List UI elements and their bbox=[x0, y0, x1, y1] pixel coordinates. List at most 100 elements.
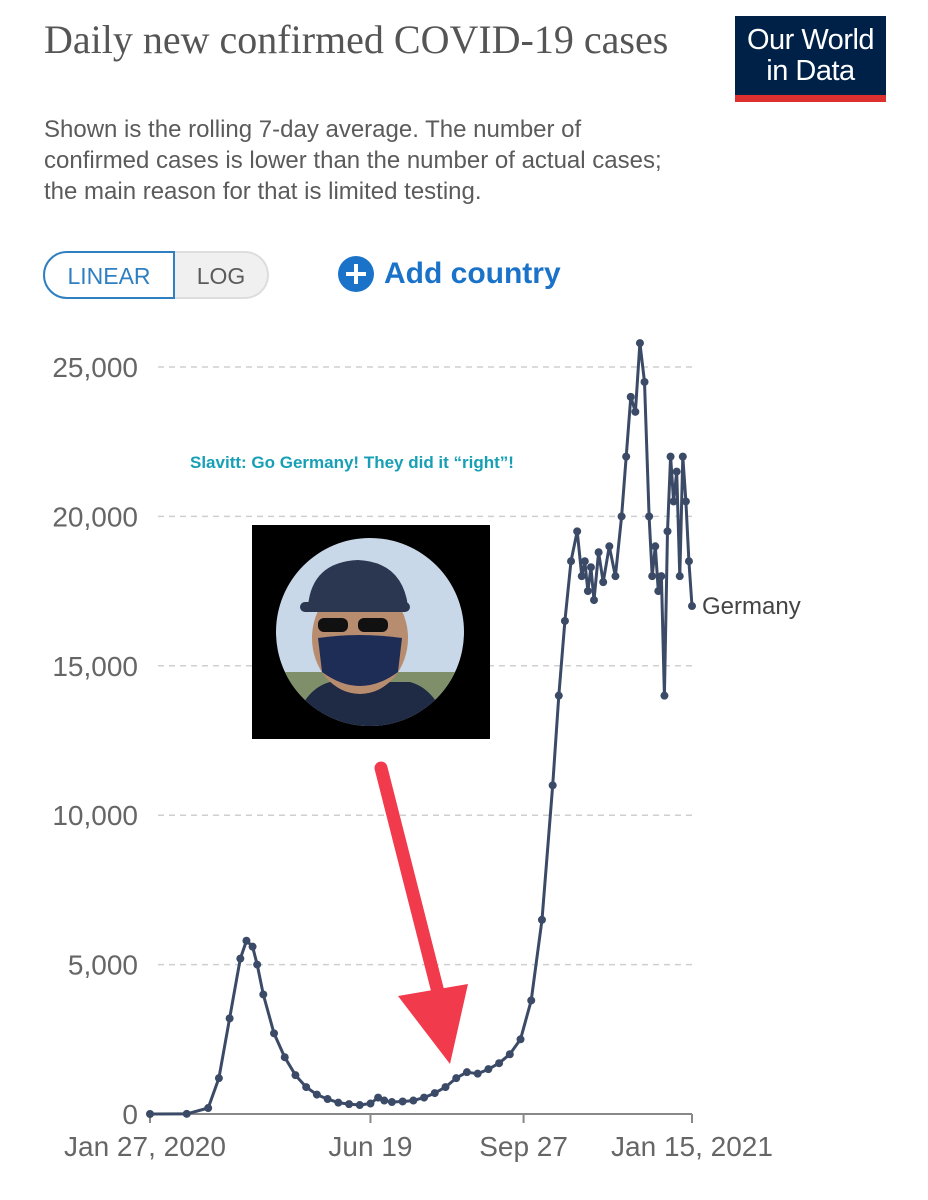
data-point[interactable] bbox=[430, 1089, 439, 1098]
log-scale-button[interactable]: LOG bbox=[175, 251, 269, 299]
data-point[interactable] bbox=[663, 527, 672, 536]
data-point[interactable] bbox=[617, 512, 626, 521]
data-point[interactable] bbox=[688, 602, 696, 611]
data-point[interactable] bbox=[666, 452, 675, 461]
y-tick-label: 25,000 bbox=[52, 352, 138, 383]
data-point[interactable] bbox=[355, 1101, 364, 1110]
data-point[interactable] bbox=[527, 996, 536, 1005]
data-point[interactable] bbox=[611, 572, 620, 581]
data-point[interactable] bbox=[672, 467, 681, 476]
data-point[interactable] bbox=[626, 392, 635, 401]
data-point[interactable] bbox=[484, 1065, 493, 1074]
data-point[interactable] bbox=[398, 1097, 407, 1106]
data-point[interactable] bbox=[495, 1059, 504, 1068]
data-point[interactable] bbox=[225, 1014, 234, 1023]
data-point[interactable] bbox=[516, 1035, 525, 1044]
data-point[interactable] bbox=[182, 1109, 191, 1118]
linear-scale-button[interactable]: LINEAR bbox=[43, 251, 175, 299]
data-point[interactable] bbox=[420, 1093, 429, 1102]
data-point[interactable] bbox=[657, 572, 666, 581]
data-point[interactable] bbox=[280, 1053, 289, 1062]
data-point[interactable] bbox=[640, 377, 649, 386]
data-point[interactable] bbox=[554, 691, 563, 700]
data-point[interactable] bbox=[675, 572, 684, 581]
data-point[interactable] bbox=[387, 1098, 396, 1107]
data-point[interactable] bbox=[214, 1074, 223, 1083]
line-chart: 0 5,000 10,000 15,000 20,000 25,000 Jan 27, 2… bbox=[52, 339, 801, 1162]
data-point[interactable] bbox=[635, 339, 644, 348]
data-point[interactable] bbox=[684, 557, 693, 566]
add-country-button[interactable]: Add country bbox=[338, 254, 561, 294]
annotation-text: Slavitt: Go Germany! They did it “right”… bbox=[190, 453, 514, 472]
y-tick-label: 0 bbox=[122, 1099, 138, 1130]
data-point[interactable] bbox=[323, 1095, 332, 1104]
data-point[interactable] bbox=[681, 497, 690, 506]
chart-title: Daily new confirmed COVID-19 cases bbox=[44, 17, 669, 62]
data-point[interactable] bbox=[253, 960, 262, 969]
logo-line-1: Our World bbox=[746, 24, 875, 56]
data-point[interactable] bbox=[204, 1104, 213, 1113]
x-tick-label: Jan 15, 2021 bbox=[611, 1131, 773, 1162]
annotation: Slavitt: Go Germany! They did it “right”… bbox=[190, 453, 514, 1064]
x-tick-label: Jun 19 bbox=[328, 1131, 412, 1162]
data-point[interactable] bbox=[248, 942, 257, 951]
data-point[interactable] bbox=[452, 1074, 461, 1083]
data-point[interactable] bbox=[409, 1096, 418, 1105]
data-point[interactable] bbox=[374, 1093, 383, 1102]
down-arrow-icon bbox=[374, 761, 468, 1064]
data-point[interactable] bbox=[599, 578, 608, 587]
data-point[interactable] bbox=[462, 1068, 471, 1077]
data-point[interactable] bbox=[678, 452, 687, 461]
y-tick-label: 15,000 bbox=[52, 651, 138, 682]
data-point[interactable] bbox=[586, 563, 595, 572]
y-axis: 0 5,000 10,000 15,000 20,000 25,000 bbox=[52, 352, 138, 1130]
data-point[interactable] bbox=[291, 1071, 300, 1080]
data-point[interactable] bbox=[583, 587, 592, 596]
data-point[interactable] bbox=[312, 1090, 321, 1099]
data-point[interactable] bbox=[334, 1098, 343, 1107]
data-point[interactable] bbox=[651, 542, 660, 551]
data-point[interactable] bbox=[622, 452, 631, 461]
data-point[interactable] bbox=[580, 557, 589, 566]
series-layer: Germany bbox=[146, 339, 801, 1118]
data-point[interactable] bbox=[645, 512, 654, 521]
scale-toggle: LINEAR LOG bbox=[43, 251, 269, 299]
plus-circle-icon bbox=[338, 256, 374, 292]
data-point[interactable] bbox=[648, 572, 657, 581]
owid-logo[interactable]: Our World in Data bbox=[735, 16, 886, 102]
data-point[interactable] bbox=[567, 557, 576, 566]
y-tick-label: 20,000 bbox=[52, 501, 138, 532]
data-point[interactable] bbox=[441, 1083, 450, 1092]
data-point[interactable] bbox=[594, 548, 603, 557]
data-point[interactable] bbox=[577, 572, 586, 581]
data-point[interactable] bbox=[259, 990, 268, 999]
data-point[interactable] bbox=[505, 1050, 514, 1059]
x-axis: Jan 27, 2020 Jun 19 Sep 27 Jan 15, 2021 bbox=[64, 1113, 773, 1162]
logo-line-2: in Data bbox=[766, 55, 855, 87]
data-point[interactable] bbox=[242, 936, 251, 945]
data-point[interactable] bbox=[537, 915, 546, 924]
y-tick-label: 10,000 bbox=[52, 800, 138, 831]
data-point[interactable] bbox=[560, 616, 569, 625]
data-point[interactable] bbox=[236, 954, 245, 963]
data-point[interactable] bbox=[473, 1069, 482, 1078]
data-point[interactable] bbox=[548, 781, 557, 790]
data-point[interactable] bbox=[605, 542, 614, 551]
data-point[interactable] bbox=[302, 1083, 311, 1092]
data-point[interactable] bbox=[631, 407, 640, 416]
y-tick-label: 5,000 bbox=[68, 950, 138, 981]
x-tick-label: Jan 27, 2020 bbox=[64, 1131, 226, 1162]
data-point[interactable] bbox=[669, 497, 678, 506]
person-with-mask-photo bbox=[252, 525, 490, 739]
data-point[interactable] bbox=[660, 691, 669, 700]
add-country-label: Add country bbox=[384, 257, 561, 290]
data-point[interactable] bbox=[380, 1096, 389, 1105]
chart-subtitle: Shown is the rolling 7-day average. The … bbox=[44, 116, 662, 205]
data-point[interactable] bbox=[366, 1099, 375, 1108]
data-point[interactable] bbox=[270, 1029, 279, 1038]
data-point[interactable] bbox=[654, 587, 663, 596]
data-point[interactable] bbox=[146, 1110, 154, 1118]
data-point[interactable] bbox=[590, 596, 599, 605]
data-point[interactable] bbox=[573, 527, 582, 536]
data-point[interactable] bbox=[345, 1100, 354, 1109]
